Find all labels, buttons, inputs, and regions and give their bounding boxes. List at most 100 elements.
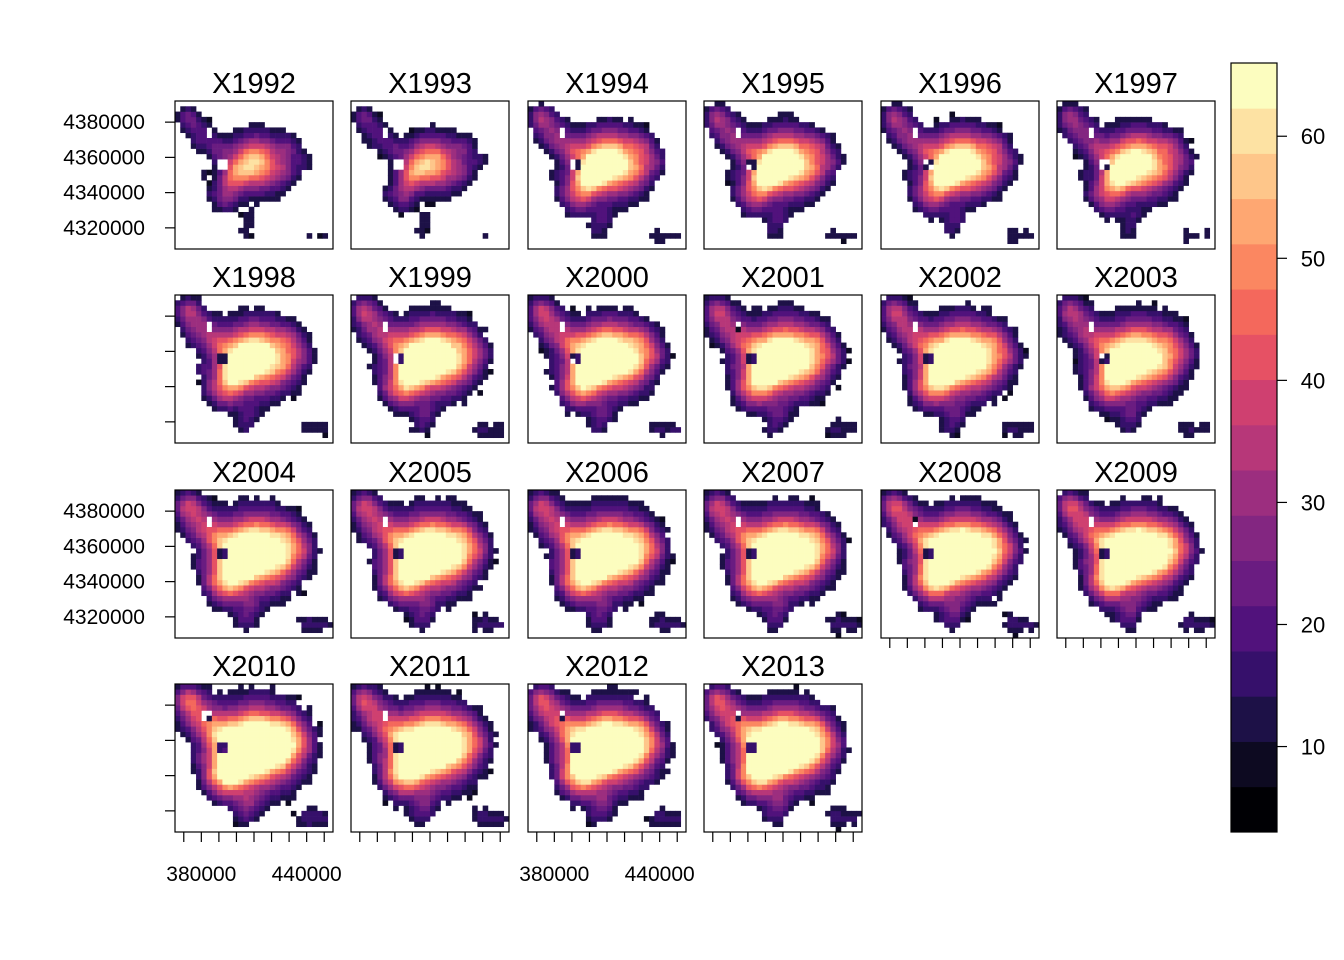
raster-cell (788, 400, 794, 407)
raster-cell (1088, 190, 1095, 197)
raster-cell (965, 148, 971, 155)
panel-frame (880, 100, 1040, 250)
raster-cell (243, 379, 250, 386)
raster-cell (612, 310, 618, 317)
raster-cell (1099, 379, 1105, 386)
raster-cell (954, 175, 961, 181)
raster-cell (1088, 310, 1095, 317)
raster-cell (761, 138, 768, 144)
raster-cell (466, 169, 473, 176)
raster-cell (259, 143, 265, 149)
raster-cell (825, 148, 831, 155)
raster-cell (232, 143, 239, 149)
raster-cell (1099, 180, 1105, 186)
raster-cell (180, 127, 186, 134)
raster-cell (1151, 159, 1158, 165)
raster-cell (393, 384, 399, 391)
raster-cell (1114, 190, 1121, 197)
raster-cell (254, 185, 260, 192)
raster-cell (243, 400, 250, 407)
raster-cell (564, 384, 571, 391)
raster-cell (1146, 201, 1153, 208)
raster-cell (280, 143, 286, 149)
raster-cell (1151, 164, 1158, 171)
raster-cell (751, 353, 757, 359)
raster-cell (264, 153, 271, 160)
raster-cell (1088, 358, 1095, 365)
raster-cell (917, 369, 924, 375)
raster-cell (424, 363, 431, 370)
raster-cell (725, 122, 731, 128)
raster-cell (238, 316, 244, 322)
raster-cell (830, 363, 836, 370)
raster-cell (243, 127, 250, 134)
raster-cell (617, 332, 624, 338)
raster-cell (1072, 111, 1079, 118)
raster-cell (1083, 169, 1089, 176)
raster-cell (472, 369, 478, 375)
raster-cell (1167, 159, 1174, 165)
panel-frame (527, 294, 687, 444)
raster-cell (777, 175, 784, 181)
raster-cell (1167, 169, 1174, 176)
raster-cell (591, 153, 597, 160)
raster-cell (1109, 138, 1116, 144)
raster-cell (1141, 390, 1147, 396)
raster-cell (296, 379, 302, 386)
raster-cell (1099, 406, 1105, 412)
raster-cell (730, 363, 736, 370)
raster-cell (1172, 127, 1179, 134)
raster-cell (607, 196, 613, 202)
raster-cell (1104, 143, 1110, 149)
raster-cell (591, 416, 597, 423)
raster-cell (612, 148, 618, 155)
raster-cell (264, 132, 271, 139)
raster-cell (196, 326, 202, 333)
raster-cell (730, 400, 736, 407)
raster-cell (190, 111, 197, 118)
raster-cell (767, 369, 773, 375)
raster-cell (912, 206, 919, 213)
raster-cell (730, 369, 736, 375)
raster-cell (549, 384, 555, 391)
raster-cell (1078, 353, 1084, 359)
raster-cell (1136, 190, 1142, 197)
raster-cell (944, 222, 950, 229)
raster-cell (777, 116, 784, 123)
raster-cell (445, 159, 452, 165)
raster-cell (735, 185, 742, 192)
raster-cell (1023, 427, 1029, 433)
raster-cell (902, 347, 908, 354)
raster-cell (840, 363, 847, 370)
raster-cell (928, 326, 934, 333)
raster-cell (772, 180, 779, 186)
raster-cell (783, 416, 789, 423)
raster-cell (1012, 421, 1019, 428)
raster-cell (356, 305, 362, 312)
raster-cells (1057, 101, 1211, 245)
raster-cell (393, 332, 399, 338)
raster-cell (1083, 132, 1089, 139)
raster-cell (793, 127, 800, 134)
raster-cell (466, 363, 473, 370)
raster-cell (709, 326, 715, 333)
raster-cell (387, 138, 394, 144)
raster-cell (585, 138, 592, 144)
raster-cell (1099, 384, 1105, 391)
raster-cell (783, 379, 789, 386)
raster-cell (435, 374, 441, 380)
raster-cell (1104, 169, 1110, 176)
raster-cell (917, 201, 924, 208)
raster-cell (232, 132, 239, 139)
raster-cell (419, 148, 426, 155)
raster-cell (238, 337, 244, 343)
raster-cell (456, 153, 462, 160)
raster-cell (382, 148, 389, 155)
raster-cell (1178, 148, 1184, 155)
raster-cell (788, 305, 794, 312)
raster-cell (296, 321, 302, 328)
raster-cell (902, 138, 908, 144)
raster-cell (740, 148, 747, 155)
raster-cell (243, 138, 250, 144)
raster-cell (445, 363, 452, 370)
